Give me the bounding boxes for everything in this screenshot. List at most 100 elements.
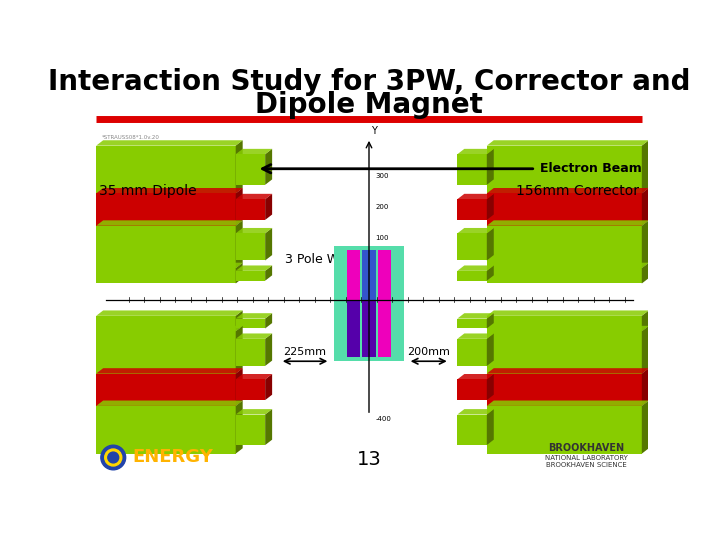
Bar <box>96 193 235 226</box>
Text: 156mm Corrector: 156mm Corrector <box>516 184 639 198</box>
Text: NATIONAL LABORATORY: NATIONAL LABORATORY <box>544 455 627 461</box>
Polygon shape <box>487 262 649 268</box>
Bar <box>334 300 404 361</box>
Polygon shape <box>457 266 494 271</box>
Bar <box>362 249 376 300</box>
Bar <box>487 406 642 454</box>
Polygon shape <box>487 310 649 316</box>
Bar <box>96 146 235 193</box>
Polygon shape <box>265 374 272 400</box>
Bar <box>235 271 265 281</box>
Polygon shape <box>487 266 494 281</box>
Text: 200mm: 200mm <box>408 347 450 356</box>
Circle shape <box>108 452 119 463</box>
Polygon shape <box>642 368 649 406</box>
Bar <box>96 316 235 331</box>
Text: 3 Pole Wiggler: 3 Pole Wiggler <box>285 253 375 266</box>
Circle shape <box>104 449 122 466</box>
Text: 100: 100 <box>375 235 389 241</box>
Text: 200: 200 <box>375 204 389 210</box>
Polygon shape <box>96 140 243 146</box>
Polygon shape <box>235 409 272 415</box>
Bar <box>235 319 265 328</box>
Polygon shape <box>235 313 272 319</box>
Polygon shape <box>487 220 649 226</box>
Polygon shape <box>487 149 494 185</box>
Bar <box>235 415 265 445</box>
Text: Y: Y <box>372 126 377 137</box>
Polygon shape <box>457 194 494 199</box>
Polygon shape <box>235 334 272 339</box>
Polygon shape <box>487 409 494 445</box>
Polygon shape <box>642 262 649 284</box>
Bar <box>487 316 642 331</box>
Polygon shape <box>235 228 272 233</box>
Polygon shape <box>96 310 243 316</box>
Bar <box>487 268 642 284</box>
Bar <box>235 339 265 366</box>
Bar <box>377 300 392 357</box>
Polygon shape <box>265 334 272 366</box>
Polygon shape <box>265 409 272 445</box>
Bar <box>457 233 487 260</box>
Polygon shape <box>487 140 649 146</box>
Bar <box>487 146 642 193</box>
Polygon shape <box>487 401 649 406</box>
Text: Dipole Magnet: Dipole Magnet <box>255 91 483 119</box>
Text: BROOKHAVEN: BROOKHAVEN <box>548 443 624 453</box>
Text: ENERGY: ENERGY <box>132 449 214 467</box>
Polygon shape <box>487 326 649 331</box>
Bar <box>96 406 235 454</box>
Bar <box>377 249 392 300</box>
Bar <box>487 226 642 268</box>
Text: 35 mm Dipole: 35 mm Dipole <box>99 184 197 198</box>
Text: BROOKHAVEN SCIENCE: BROOKHAVEN SCIENCE <box>546 462 626 468</box>
Polygon shape <box>642 188 649 226</box>
Polygon shape <box>96 326 243 331</box>
Bar <box>457 199 487 220</box>
Bar <box>457 154 487 185</box>
Polygon shape <box>642 401 649 454</box>
Bar <box>96 374 235 406</box>
Polygon shape <box>96 368 243 374</box>
Bar <box>235 380 265 400</box>
Polygon shape <box>457 334 494 339</box>
Bar <box>487 193 642 226</box>
Bar <box>457 415 487 445</box>
Polygon shape <box>235 194 272 199</box>
Bar <box>96 226 235 268</box>
Bar <box>96 331 235 374</box>
Polygon shape <box>642 326 649 374</box>
Bar <box>96 268 235 284</box>
Polygon shape <box>487 228 494 260</box>
Polygon shape <box>235 266 272 271</box>
Bar <box>487 374 642 406</box>
Text: 225mm: 225mm <box>284 347 327 356</box>
Polygon shape <box>487 313 494 328</box>
Polygon shape <box>265 266 272 281</box>
Text: -400: -400 <box>375 416 391 422</box>
Polygon shape <box>642 310 649 331</box>
Text: Electron Beam: Electron Beam <box>539 162 642 176</box>
Polygon shape <box>487 368 649 374</box>
Bar <box>235 154 265 185</box>
Polygon shape <box>487 334 494 366</box>
Polygon shape <box>235 220 243 268</box>
Polygon shape <box>487 188 649 193</box>
Text: 300: 300 <box>375 173 389 179</box>
Polygon shape <box>235 368 243 406</box>
Polygon shape <box>235 149 272 154</box>
Bar <box>235 199 265 220</box>
Polygon shape <box>235 262 243 284</box>
Polygon shape <box>235 140 243 193</box>
Bar <box>346 300 361 357</box>
Bar <box>457 271 487 281</box>
Polygon shape <box>265 313 272 328</box>
Polygon shape <box>457 228 494 233</box>
Bar <box>457 339 487 366</box>
Polygon shape <box>235 326 243 374</box>
Bar <box>362 300 376 357</box>
Polygon shape <box>487 374 494 400</box>
Polygon shape <box>235 188 243 226</box>
Polygon shape <box>457 374 494 380</box>
